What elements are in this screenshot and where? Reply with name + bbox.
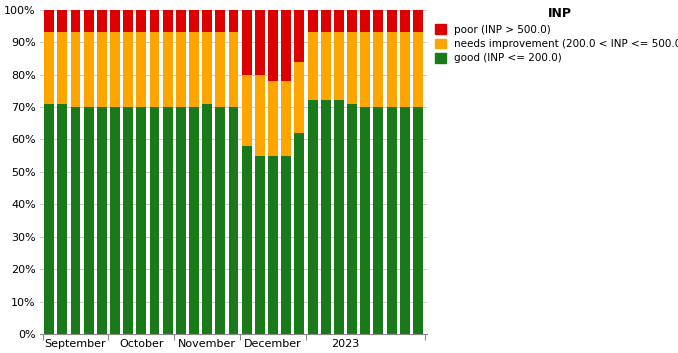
Bar (347, 10, 357, 32)
Bar (228, 10, 239, 32)
Bar (58, 10, 67, 32)
Bar (44, 104, 54, 334)
Bar (71, 107, 81, 334)
Bar (71, 10, 81, 32)
Bar (84, 107, 94, 334)
Bar (386, 10, 397, 32)
Bar (97, 10, 107, 32)
Bar (228, 107, 239, 334)
Bar (202, 10, 212, 32)
Bar (110, 10, 120, 32)
Bar (136, 32, 146, 107)
Bar (400, 10, 410, 32)
Bar (374, 10, 383, 32)
Legend: poor (INP > 500.0), needs improvement (200.0 < INP <= 500.0), good (INP <= 200.0: poor (INP > 500.0), needs improvement (2… (431, 3, 678, 68)
Bar (347, 104, 357, 334)
Bar (413, 32, 423, 107)
Bar (97, 32, 107, 107)
Bar (176, 107, 186, 334)
Bar (400, 107, 410, 334)
Bar (242, 10, 252, 74)
Bar (150, 107, 159, 334)
Bar (58, 104, 67, 334)
Bar (347, 32, 357, 104)
Bar (294, 61, 304, 133)
Bar (58, 32, 67, 104)
Bar (150, 10, 159, 32)
Bar (360, 10, 370, 32)
Bar (136, 10, 146, 32)
Bar (308, 32, 317, 101)
Bar (334, 32, 344, 101)
Bar (110, 107, 120, 334)
Bar (308, 10, 317, 32)
Bar (321, 10, 331, 32)
Bar (255, 156, 265, 334)
Bar (44, 32, 54, 104)
Bar (360, 107, 370, 334)
Bar (84, 32, 94, 107)
Bar (386, 107, 397, 334)
Bar (110, 32, 120, 107)
Bar (216, 32, 225, 107)
Bar (386, 32, 397, 107)
Bar (321, 101, 331, 334)
Bar (242, 74, 252, 146)
Bar (281, 81, 291, 156)
Bar (294, 133, 304, 334)
Bar (374, 107, 383, 334)
Bar (123, 32, 133, 107)
Bar (268, 81, 278, 156)
Bar (202, 32, 212, 104)
Bar (334, 10, 344, 32)
Bar (281, 156, 291, 334)
Bar (44, 10, 54, 32)
Bar (294, 10, 304, 61)
Bar (176, 10, 186, 32)
Bar (268, 10, 278, 81)
Bar (189, 10, 199, 32)
Bar (216, 107, 225, 334)
Bar (163, 107, 173, 334)
Bar (71, 32, 81, 107)
Bar (281, 10, 291, 81)
Bar (321, 32, 331, 101)
Bar (242, 146, 252, 334)
Bar (308, 101, 317, 334)
Bar (123, 107, 133, 334)
Bar (136, 107, 146, 334)
Bar (176, 32, 186, 107)
Bar (400, 32, 410, 107)
Bar (97, 107, 107, 334)
Bar (255, 74, 265, 156)
Bar (413, 10, 423, 32)
Bar (216, 10, 225, 32)
Bar (163, 10, 173, 32)
Bar (334, 101, 344, 334)
Bar (189, 32, 199, 107)
Bar (255, 10, 265, 74)
Bar (189, 107, 199, 334)
Bar (374, 32, 383, 107)
Bar (150, 32, 159, 107)
Bar (202, 104, 212, 334)
Bar (268, 156, 278, 334)
Bar (228, 32, 239, 107)
Bar (123, 10, 133, 32)
Bar (163, 32, 173, 107)
Bar (360, 32, 370, 107)
Bar (84, 10, 94, 32)
Bar (413, 107, 423, 334)
